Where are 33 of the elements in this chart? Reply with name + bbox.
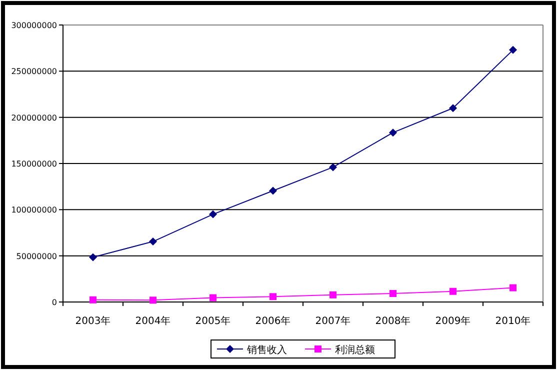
point xyxy=(329,163,337,172)
legend-label: 销售收入 xyxy=(246,344,287,356)
y-tick-label: 150000000 xyxy=(11,160,57,168)
point xyxy=(270,293,276,300)
point xyxy=(210,294,216,302)
y-tick-label: 300000000 xyxy=(11,21,57,30)
point xyxy=(509,46,517,54)
x-tick-label: 2007年 xyxy=(315,315,351,327)
point xyxy=(389,128,397,137)
point xyxy=(90,296,96,304)
point xyxy=(330,291,336,298)
y-tick-label: 200000000 xyxy=(11,113,57,122)
point xyxy=(390,290,396,298)
x-tick-label: 2006年 xyxy=(255,315,291,327)
x-tick-label: 2009年 xyxy=(435,315,471,327)
y-tick-label: 250000000 xyxy=(11,67,57,76)
point xyxy=(510,284,516,292)
x-tick-label: 2010年 xyxy=(495,315,531,327)
x-tick-label: 2003年 xyxy=(75,315,111,327)
point xyxy=(149,238,157,246)
x-tick-label: 2008年 xyxy=(375,315,411,327)
x-tick-label: 2004年 xyxy=(135,315,171,327)
y-tick-label: 0 xyxy=(52,298,57,307)
legend-label: 利润总额 xyxy=(335,344,375,356)
point xyxy=(150,296,156,304)
y-tick-label: 50000000 xyxy=(16,252,57,261)
point xyxy=(269,186,277,195)
point xyxy=(89,253,97,262)
y-tick-label: 100000000 xyxy=(11,206,57,215)
point xyxy=(209,210,217,218)
point xyxy=(449,104,457,112)
point xyxy=(450,288,456,295)
x-tick-label: 2005年 xyxy=(195,315,231,327)
